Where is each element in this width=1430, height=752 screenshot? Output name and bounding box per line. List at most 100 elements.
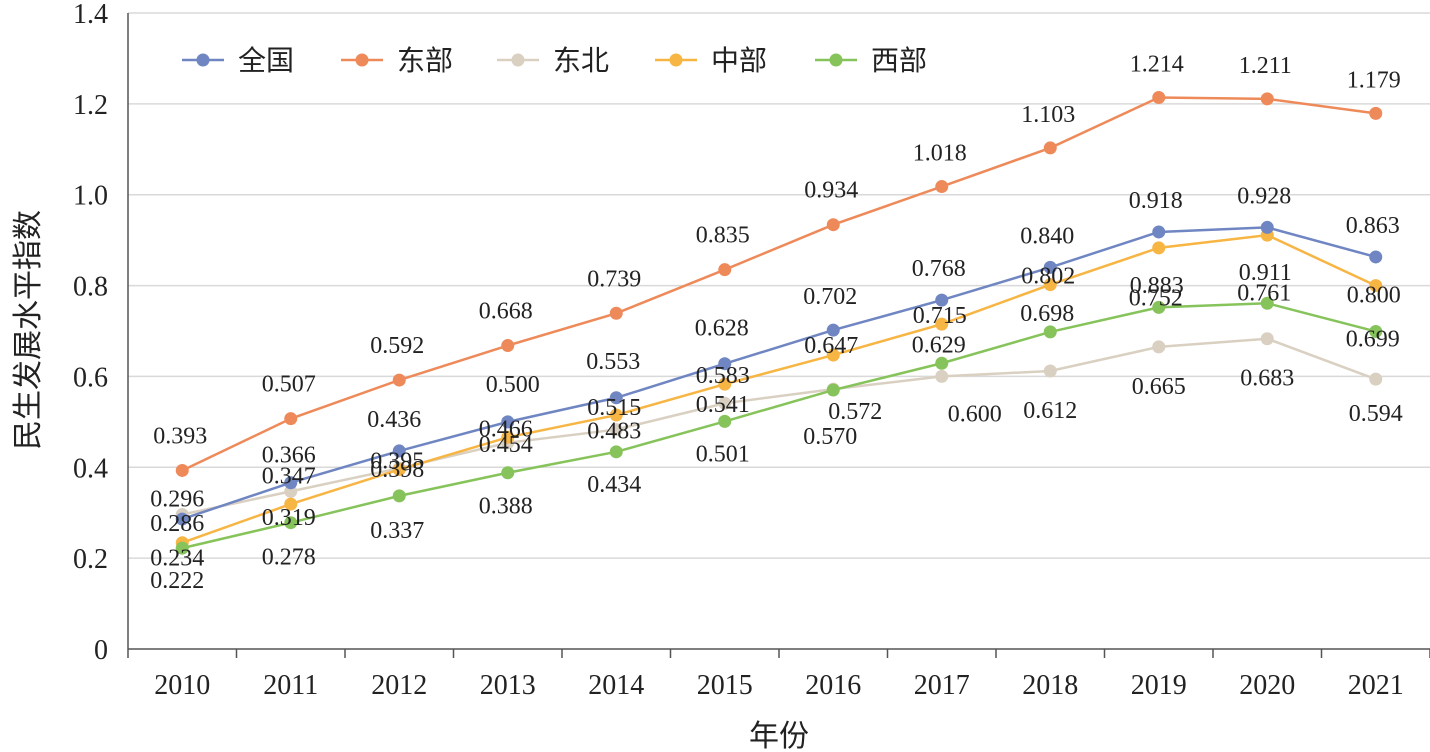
data-label: 1.179 — [1347, 67, 1401, 93]
data-point — [284, 412, 298, 426]
data-point — [826, 348, 840, 362]
data-point — [826, 383, 840, 397]
data-label: 0.393 — [153, 423, 207, 449]
legend-marker — [829, 53, 843, 67]
data-label: 0.501 — [696, 441, 750, 467]
data-labels: 0.286 0.366 0.436 0.500 0.553 0.628 0.702 0.768… — [150, 51, 1403, 594]
series-line — [181, 337, 1377, 516]
data-label: 0.286 — [150, 511, 204, 537]
series-line — [181, 226, 1377, 521]
data-point — [284, 516, 298, 530]
data-label: 0.883 — [1130, 273, 1184, 299]
legend-label: 西部 — [871, 44, 927, 77]
data-label: 0.928 — [1237, 183, 1291, 209]
data-label: 0.466 — [479, 416, 533, 442]
data-label: 0.553 — [586, 349, 640, 375]
data-point — [392, 489, 406, 503]
data-point — [1260, 92, 1274, 106]
data-point — [284, 476, 298, 490]
legend-marker — [196, 53, 210, 67]
data-label: 1.018 — [913, 141, 967, 167]
data-label: 0.918 — [1129, 188, 1183, 214]
data-label: 0.761 — [1237, 280, 1291, 306]
data-label: 0.768 — [912, 256, 966, 282]
legend-label: 中部 — [711, 44, 767, 77]
data-label: 0.628 — [695, 316, 749, 342]
data-point — [609, 408, 623, 422]
data-point — [392, 444, 406, 458]
data-label: 0.840 — [1020, 223, 1074, 249]
data-label: 0.668 — [479, 299, 533, 325]
data-label: 0.319 — [262, 505, 316, 531]
data-point — [609, 306, 623, 320]
data-label: 0.483 — [587, 419, 641, 445]
y-tick-label: 0 — [94, 635, 108, 666]
data-point — [392, 463, 406, 477]
data-point — [175, 512, 189, 526]
data-label: 0.665 — [1132, 374, 1186, 400]
data-point — [501, 415, 515, 429]
data-point — [175, 463, 189, 477]
data-point — [1043, 141, 1057, 155]
legend-marker — [669, 53, 683, 67]
x-tick-label: 2010 — [154, 670, 210, 701]
y-tick-label: 1.0 — [73, 181, 108, 212]
data-point — [1043, 260, 1057, 274]
series-line — [181, 233, 1377, 544]
data-label: 0.647 — [804, 333, 858, 359]
data-label: 0.572 — [828, 399, 882, 425]
gridlines — [128, 12, 1430, 559]
x-tick-label: 2018 — [1022, 670, 1078, 701]
data-label: 0.296 — [150, 487, 204, 513]
data-label: 0.515 — [587, 395, 641, 421]
data-label: 0.507 — [262, 372, 316, 398]
x-tick-label: 2016 — [805, 670, 861, 701]
data-label: 0.594 — [1349, 401, 1403, 427]
y-tick-label: 1.2 — [73, 90, 108, 121]
data-point — [609, 445, 623, 459]
data-point — [935, 293, 949, 307]
data-label: 0.434 — [587, 472, 641, 498]
x-tick-label: 2013 — [480, 670, 536, 701]
data-label: 0.583 — [696, 363, 750, 389]
data-point — [718, 377, 732, 391]
data-label: 0.934 — [804, 178, 858, 204]
series-line — [181, 302, 1377, 550]
data-point — [1043, 325, 1057, 339]
series-line — [181, 96, 1376, 472]
data-point — [284, 497, 298, 511]
data-label: 0.570 — [803, 424, 857, 450]
data-point — [175, 541, 189, 555]
data-label: 0.592 — [370, 333, 424, 359]
legend-label: 东部 — [397, 44, 453, 77]
data-label: 1.103 — [1021, 102, 1075, 128]
data-point — [501, 466, 515, 480]
data-label: 0.388 — [479, 494, 533, 520]
data-point — [718, 414, 732, 428]
axes: 0 0.2 0.4 0.6 0.8 1.0 1.2 1.4 2010 2011 2012 2013 20… — [73, 0, 1430, 701]
data-label: 0.222 — [150, 568, 204, 594]
y-tick-label: 0.8 — [73, 272, 108, 303]
x-tick-label: 2011 — [263, 670, 318, 701]
data-point — [1260, 220, 1274, 234]
x-axis-title: 年份 — [749, 719, 809, 752]
data-label: 1.211 — [1239, 53, 1292, 79]
data-point — [609, 423, 623, 437]
data-label: 0.612 — [1023, 398, 1077, 424]
data-label: 0.698 — [1020, 301, 1074, 327]
data-label: 0.600 — [948, 401, 1002, 427]
data-label: 0.541 — [696, 392, 750, 418]
data-point — [935, 317, 949, 331]
data-label: 0.366 — [262, 443, 316, 469]
data-point — [1152, 241, 1166, 255]
data-label: 0.911 — [1239, 260, 1292, 286]
data-label: 0.699 — [1346, 326, 1400, 352]
y-tick-label: 0.2 — [73, 544, 108, 575]
series-lines — [175, 90, 1383, 555]
data-label: 0.347 — [262, 463, 316, 489]
data-point — [1369, 106, 1383, 120]
data-label: 0.337 — [370, 518, 424, 544]
data-point — [718, 263, 732, 277]
data-label: 0.629 — [912, 332, 966, 358]
